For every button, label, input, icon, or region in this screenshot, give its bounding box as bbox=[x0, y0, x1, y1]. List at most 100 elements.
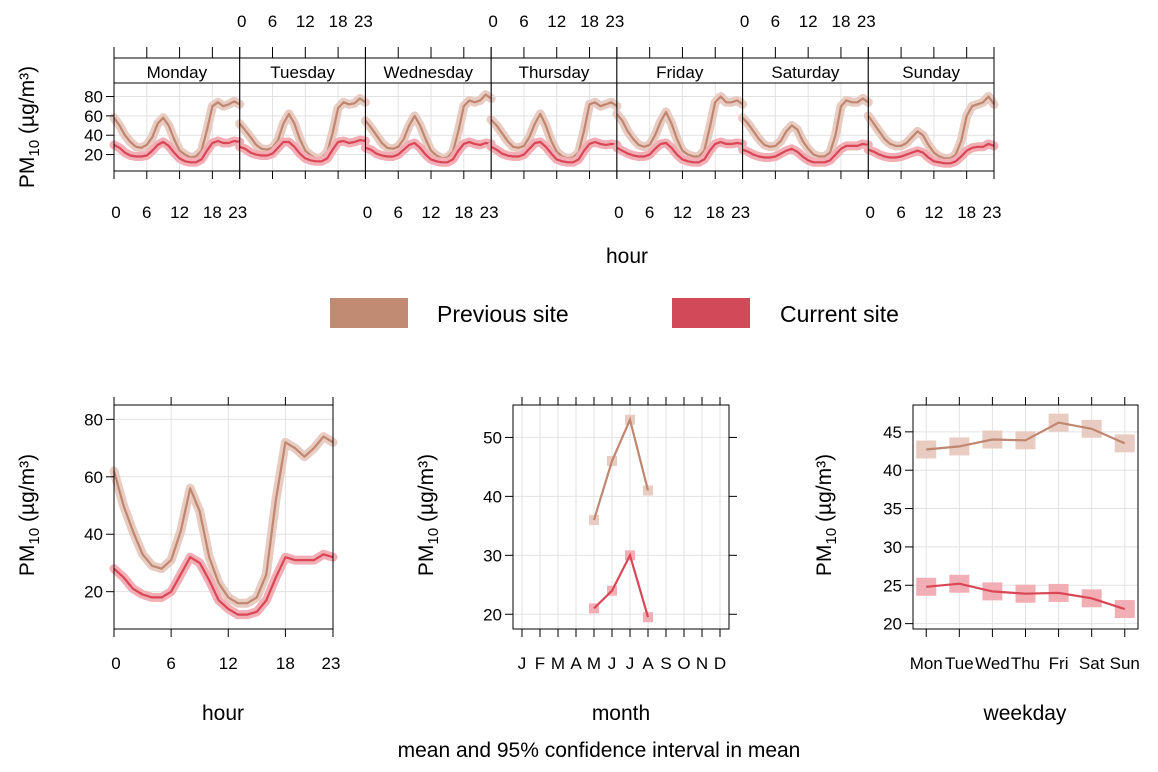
x-tick-label: 12 bbox=[673, 203, 692, 222]
strip-Wednesday bbox=[364, 57, 492, 84]
x-tick-label: 6 bbox=[771, 12, 780, 31]
x-tick-label: 12 bbox=[170, 203, 189, 222]
x-tick-label: 12 bbox=[296, 12, 315, 31]
x-tick-label: Sun bbox=[1110, 654, 1140, 673]
x-tick-label: 23 bbox=[605, 12, 624, 31]
x-tick-label: 12 bbox=[547, 12, 566, 31]
series-line-previous-site bbox=[238, 97, 367, 160]
y-tick-label: 30 bbox=[483, 546, 502, 565]
x-tick-label: 0 bbox=[111, 654, 120, 673]
x-tick-label: 6 bbox=[393, 203, 402, 222]
y-axis-label-unit: (µg/m³) bbox=[16, 66, 39, 140]
y-tick-label: 20 bbox=[84, 146, 103, 165]
strip-label-Tuesday: Tuesday bbox=[270, 63, 335, 82]
series-line-current-site bbox=[113, 553, 334, 616]
x-tick-label: 18 bbox=[580, 12, 599, 31]
plot-frame bbox=[512, 404, 730, 630]
series-line-previous-site bbox=[867, 95, 995, 160]
y-axis-label-unit: (µg/m³) bbox=[415, 454, 438, 528]
y-tick-label: 50 bbox=[483, 428, 502, 447]
y-axis-label: PM10 (µg/m³) bbox=[16, 66, 43, 188]
y-axis-label: PM10 (µg/m³) bbox=[813, 454, 840, 576]
y-axis-label-main: PM bbox=[813, 545, 836, 577]
x-tick-label: 18 bbox=[957, 203, 976, 222]
weekday-hour-panel: Monday 0 6 12 18 23 Tuesday 0 6 12 18 23 Wednesday 0 6… bbox=[16, 12, 1001, 268]
x-tick-label: 0 bbox=[740, 12, 749, 31]
series-line-current-site bbox=[365, 140, 492, 164]
strip-label-Sunday: Sunday bbox=[902, 63, 960, 82]
x-axis-label: hour bbox=[606, 245, 648, 268]
x-tick-label: J bbox=[626, 654, 635, 673]
x-tick-label: 18 bbox=[329, 12, 348, 31]
series-line-previous-site bbox=[741, 97, 869, 158]
x-axis-label: month bbox=[592, 702, 650, 725]
y-axis-label-sub: 10 bbox=[823, 528, 840, 545]
series-line-previous-site bbox=[112, 435, 334, 605]
series-line-current-site bbox=[490, 140, 618, 164]
strip-label-Friday: Friday bbox=[656, 63, 704, 82]
x-tick-label: 12 bbox=[799, 12, 818, 31]
y-tick-label: 20 bbox=[483, 605, 502, 624]
series-line-previous-site bbox=[592, 416, 650, 521]
series-line-current-site bbox=[616, 140, 743, 164]
x-tick-label: M bbox=[587, 654, 601, 673]
x-tick-label: 0 bbox=[237, 12, 246, 31]
y-tick-label: 30 bbox=[883, 538, 902, 557]
x-tick-label: A bbox=[570, 654, 582, 673]
y-axis-label-main: PM bbox=[415, 545, 438, 577]
x-tick-label: 23 bbox=[480, 203, 499, 222]
strip-Thursday bbox=[490, 57, 618, 84]
series-line-current-site bbox=[239, 139, 366, 163]
series-line-current-site bbox=[926, 582, 1126, 611]
x-tick-label: 18 bbox=[203, 203, 222, 222]
series-line-current-site bbox=[867, 142, 995, 165]
x-tick-label: Fri bbox=[1049, 654, 1069, 673]
strip-label-Thursday: Thursday bbox=[519, 63, 590, 82]
y-tick-label: 45 bbox=[883, 423, 902, 442]
y-axis-label-sub: 10 bbox=[26, 528, 43, 545]
y-tick-label: 60 bbox=[84, 468, 103, 487]
y-axis-label-unit: (µg/m³) bbox=[16, 454, 39, 528]
legend-swatch-current bbox=[672, 298, 750, 328]
x-tick-label: 23 bbox=[857, 12, 876, 31]
x-tick-label: M bbox=[551, 654, 565, 673]
x-tick-label: 23 bbox=[731, 203, 750, 222]
chart-caption: mean and 95% confidence interval in mean bbox=[398, 739, 801, 762]
x-axis-label: weekday bbox=[983, 702, 1067, 725]
legend: Previous site Current site bbox=[330, 298, 899, 328]
x-tick-label: 18 bbox=[454, 203, 473, 222]
series-line-previous-site bbox=[616, 95, 744, 158]
x-tick-label: Tue bbox=[945, 654, 974, 673]
strip-label-Saturday: Saturday bbox=[771, 63, 840, 82]
series-line-previous-site bbox=[490, 101, 618, 160]
x-tick-label: 0 bbox=[111, 203, 120, 222]
y-axis-label-sub: 10 bbox=[26, 140, 43, 157]
strip-Sunday bbox=[867, 57, 995, 84]
y-axis-label-unit: (µg/m³) bbox=[813, 454, 836, 528]
legend-swatch-previous bbox=[330, 298, 408, 328]
ci-marker-current-site bbox=[643, 612, 653, 623]
strip-label-Monday: Monday bbox=[147, 63, 208, 82]
x-tick-label: 6 bbox=[896, 203, 905, 222]
x-tick-label: 6 bbox=[268, 12, 277, 31]
x-tick-label: 0 bbox=[363, 203, 372, 222]
series-line-previous-site bbox=[113, 100, 241, 159]
x-tick-label: 23 bbox=[228, 203, 247, 222]
y-axis-label-main: PM bbox=[16, 157, 39, 189]
confidence-band-previous-site bbox=[109, 432, 338, 608]
x-tick-label: Mon bbox=[910, 654, 943, 673]
x-tick-label: 12 bbox=[422, 203, 441, 222]
plot-frame bbox=[113, 404, 334, 630]
y-tick-label: 40 bbox=[883, 461, 902, 480]
x-tick-label: 23 bbox=[354, 12, 373, 31]
strip-Monday bbox=[113, 57, 241, 84]
x-tick-label: Wed bbox=[975, 654, 1010, 673]
series-line-current-site bbox=[113, 139, 240, 164]
x-tick-label: 6 bbox=[142, 203, 151, 222]
y-axis-label-sub: 10 bbox=[425, 528, 442, 545]
strip-Friday bbox=[616, 57, 744, 84]
legend-label-current: Current site bbox=[780, 301, 899, 327]
x-tick-label: N bbox=[696, 654, 708, 673]
